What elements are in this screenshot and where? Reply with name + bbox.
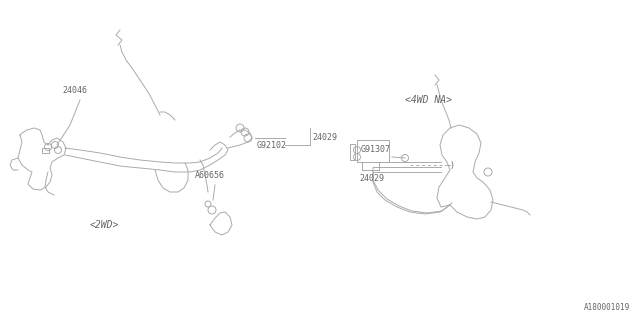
Text: 24029: 24029 <box>312 132 337 141</box>
Bar <box>357 140 389 162</box>
Text: A60656: A60656 <box>195 171 225 180</box>
Text: 24046: 24046 <box>62 86 87 95</box>
Text: 24029: 24029 <box>359 174 384 183</box>
Text: A180001019: A180001019 <box>584 303 630 312</box>
Text: G91307: G91307 <box>361 145 391 154</box>
Text: G92102: G92102 <box>257 141 287 150</box>
Bar <box>42 148 49 153</box>
Text: <4WD NA>: <4WD NA> <box>405 95 452 105</box>
Text: ): ) <box>450 161 455 170</box>
Bar <box>350 144 355 160</box>
Text: <2WD>: <2WD> <box>90 220 120 230</box>
